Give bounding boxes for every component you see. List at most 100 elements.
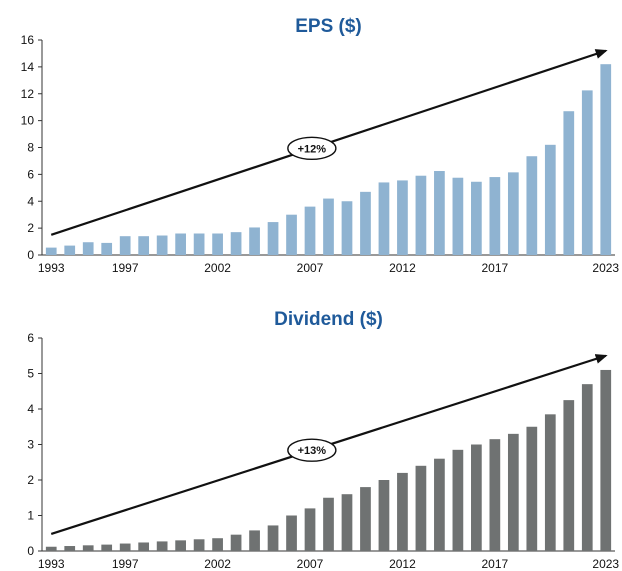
bar-1995: [82, 242, 94, 255]
bar-2007: [304, 508, 316, 551]
x-tick-label: 2023: [592, 557, 619, 571]
y-tick-label: 6: [27, 331, 34, 345]
bar-1997: [119, 236, 131, 255]
y-tick-label: 0: [27, 544, 34, 558]
bar-2016: [471, 181, 482, 255]
y-tick-label: 12: [21, 87, 35, 101]
bar-2019: [526, 156, 538, 255]
bar-2012: [397, 180, 408, 255]
bar-1999: [156, 541, 168, 551]
x-tick-label: 2012: [389, 261, 416, 275]
bar-2017: [489, 177, 501, 255]
y-tick-label: 1: [27, 509, 34, 523]
chart-title: EPS ($): [295, 16, 362, 37]
bar-2006: [286, 214, 297, 255]
x-tick-label: 2012: [389, 557, 416, 571]
x-tick-label: 2002: [204, 261, 231, 275]
bar-2012: [397, 472, 408, 551]
x-tick-label: 1993: [38, 557, 65, 571]
bar-1998: [138, 542, 150, 551]
bar-2014: [434, 458, 445, 551]
bar-2005: [267, 222, 279, 255]
x-tick-label: 2023: [592, 261, 619, 275]
bar-1999: [156, 235, 168, 255]
bar-2015: [452, 449, 464, 551]
bar-2009: [341, 201, 353, 255]
dividend-chart: Dividend ($) 0 1 2 3 4 5 6 1993 1997 2002 2007 2012 2…: [27, 309, 619, 571]
bar-2008: [323, 497, 334, 551]
y-tick-label: 10: [21, 114, 35, 128]
bar-2014: [434, 171, 445, 255]
bar-2002: [212, 538, 223, 551]
bar-2013: [415, 465, 427, 551]
y-tick-label: 14: [21, 60, 35, 74]
bar-2017: [489, 439, 501, 551]
y-tick-label: 2: [27, 221, 34, 235]
bar-2013: [415, 175, 427, 255]
y-tick-label: 5: [27, 367, 34, 381]
bar-1994: [64, 245, 76, 255]
eps-chart: EPS ($) 0 2 4 6 8 10 12 14 16 1993 1997 2002 2007 2012…: [21, 16, 620, 275]
y-tick-label: 6: [27, 167, 34, 181]
bar-1996: [101, 544, 113, 551]
bar-2000: [175, 540, 186, 551]
bar-2001: [193, 539, 205, 551]
bar-1997: [119, 543, 131, 551]
bar-2006: [286, 515, 297, 551]
y-tick-label: 4: [27, 402, 34, 416]
growth-badge: [287, 136, 337, 161]
growth-label: +13%: [298, 445, 327, 457]
bar-2010: [360, 487, 371, 551]
x-tick-label: 2017: [482, 557, 509, 571]
bar-2005: [267, 525, 279, 551]
bar-2004: [249, 227, 260, 255]
bar-2002: [212, 233, 223, 255]
bar-1993: [45, 546, 57, 551]
bar-2015: [452, 177, 464, 255]
growth-label: +12%: [298, 143, 327, 155]
x-tick-label: 2017: [482, 261, 509, 275]
bar-2008: [323, 198, 334, 255]
bar-2007: [304, 206, 316, 255]
bar-2003: [230, 232, 242, 255]
bar-2011: [378, 182, 390, 255]
bar-2003: [230, 534, 242, 551]
bar-2023: [600, 64, 612, 255]
y-tick-label: 3: [27, 438, 34, 452]
bar-1996: [101, 242, 113, 255]
bar-2004: [249, 530, 260, 551]
growth-badge: [287, 438, 337, 462]
bar-2011: [378, 480, 390, 551]
bar-2019: [526, 426, 538, 551]
y-tick-label: 0: [27, 248, 34, 262]
bar-2000: [175, 233, 186, 255]
bar-2009: [341, 494, 353, 551]
x-tick-label: 1997: [112, 261, 139, 275]
bar-2022: [581, 384, 593, 551]
bar-2022: [581, 90, 593, 255]
y-tick-label: 16: [21, 33, 35, 47]
bar-1995: [82, 545, 94, 551]
x-tick-label: 2007: [297, 261, 324, 275]
bar-2020: [544, 144, 556, 255]
x-tick-label: 2007: [297, 557, 324, 571]
bar-2018: [507, 433, 519, 551]
y-tick-label: 2: [27, 473, 34, 487]
bar-2021: [563, 400, 575, 551]
bar-1993: [45, 247, 57, 255]
x-tick-label: 1993: [38, 261, 65, 275]
bar-2018: [507, 172, 519, 255]
x-tick-label: 2002: [204, 557, 231, 571]
bar-2020: [544, 414, 556, 551]
bar-1998: [138, 236, 150, 255]
bar-2010: [360, 191, 371, 255]
bar-2001: [193, 233, 205, 255]
chart-title: Dividend ($): [274, 309, 383, 330]
x-tick-label: 1997: [112, 557, 139, 571]
y-tick-label: 8: [27, 141, 34, 155]
bar-2016: [471, 444, 482, 551]
bar-1994: [64, 546, 76, 551]
y-tick-label: 4: [27, 194, 34, 208]
bar-2021: [563, 111, 575, 255]
